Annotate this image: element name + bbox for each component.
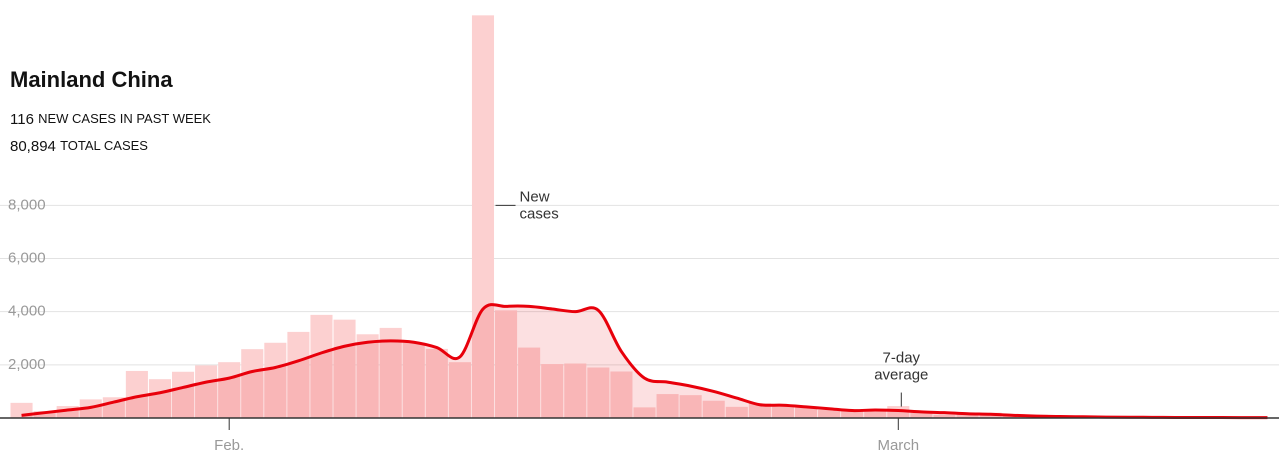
bar [587,367,610,418]
annotation-line: average [874,367,928,384]
average-line [21,303,1268,420]
average-area [21,304,1268,418]
annotation-line: 7-day [883,350,921,367]
bar [564,363,587,418]
y-tick-label: 4,000 [8,303,46,320]
bar [818,410,841,418]
stat-value: 116 [10,111,34,128]
bar [125,370,148,418]
bar [264,342,287,418]
bar [656,394,679,418]
stat: 80,894 TOTAL CASES [10,138,148,155]
bar [725,406,748,418]
bar [172,371,195,418]
bar [356,334,379,418]
y-tick-label: 2,000 [8,356,46,373]
bar [633,407,656,418]
x-tick-label: Feb. [214,437,244,454]
bar [610,371,633,418]
bar [864,409,887,418]
bar [518,347,541,418]
bar [287,331,310,418]
bar [56,406,79,418]
x-tick-label: March [877,437,919,454]
bar [241,349,264,418]
stat-label: NEW CASES IN PAST WEEK [38,111,211,126]
bar [495,310,518,418]
bar [910,412,933,418]
annotation-line: New [520,188,550,205]
annotation-line: cases [520,205,559,222]
stat-value: 80,894 [10,138,56,155]
bar [33,411,56,418]
bar [379,327,402,418]
bar [448,362,471,418]
bar [771,406,794,418]
y-tick-label: 8,000 [8,196,46,213]
bar [310,314,333,418]
y-tick-label: 6,000 [8,249,46,266]
bar [541,364,564,418]
bar [195,365,218,418]
bar [841,411,864,418]
bar [933,414,956,418]
bar [794,407,818,418]
bar [956,414,979,418]
bar [148,379,172,418]
annotation: New cases [520,188,559,222]
bar [702,400,725,418]
stat-label: TOTAL CASES [60,138,148,153]
stat: 116 NEW CASES IN PAST WEEK [10,111,211,128]
annotation: 7-day average [874,350,928,384]
bar [425,348,448,418]
chart-title: Mainland China [10,67,173,92]
bar [679,395,702,418]
bar [402,342,425,418]
bar [748,403,771,418]
